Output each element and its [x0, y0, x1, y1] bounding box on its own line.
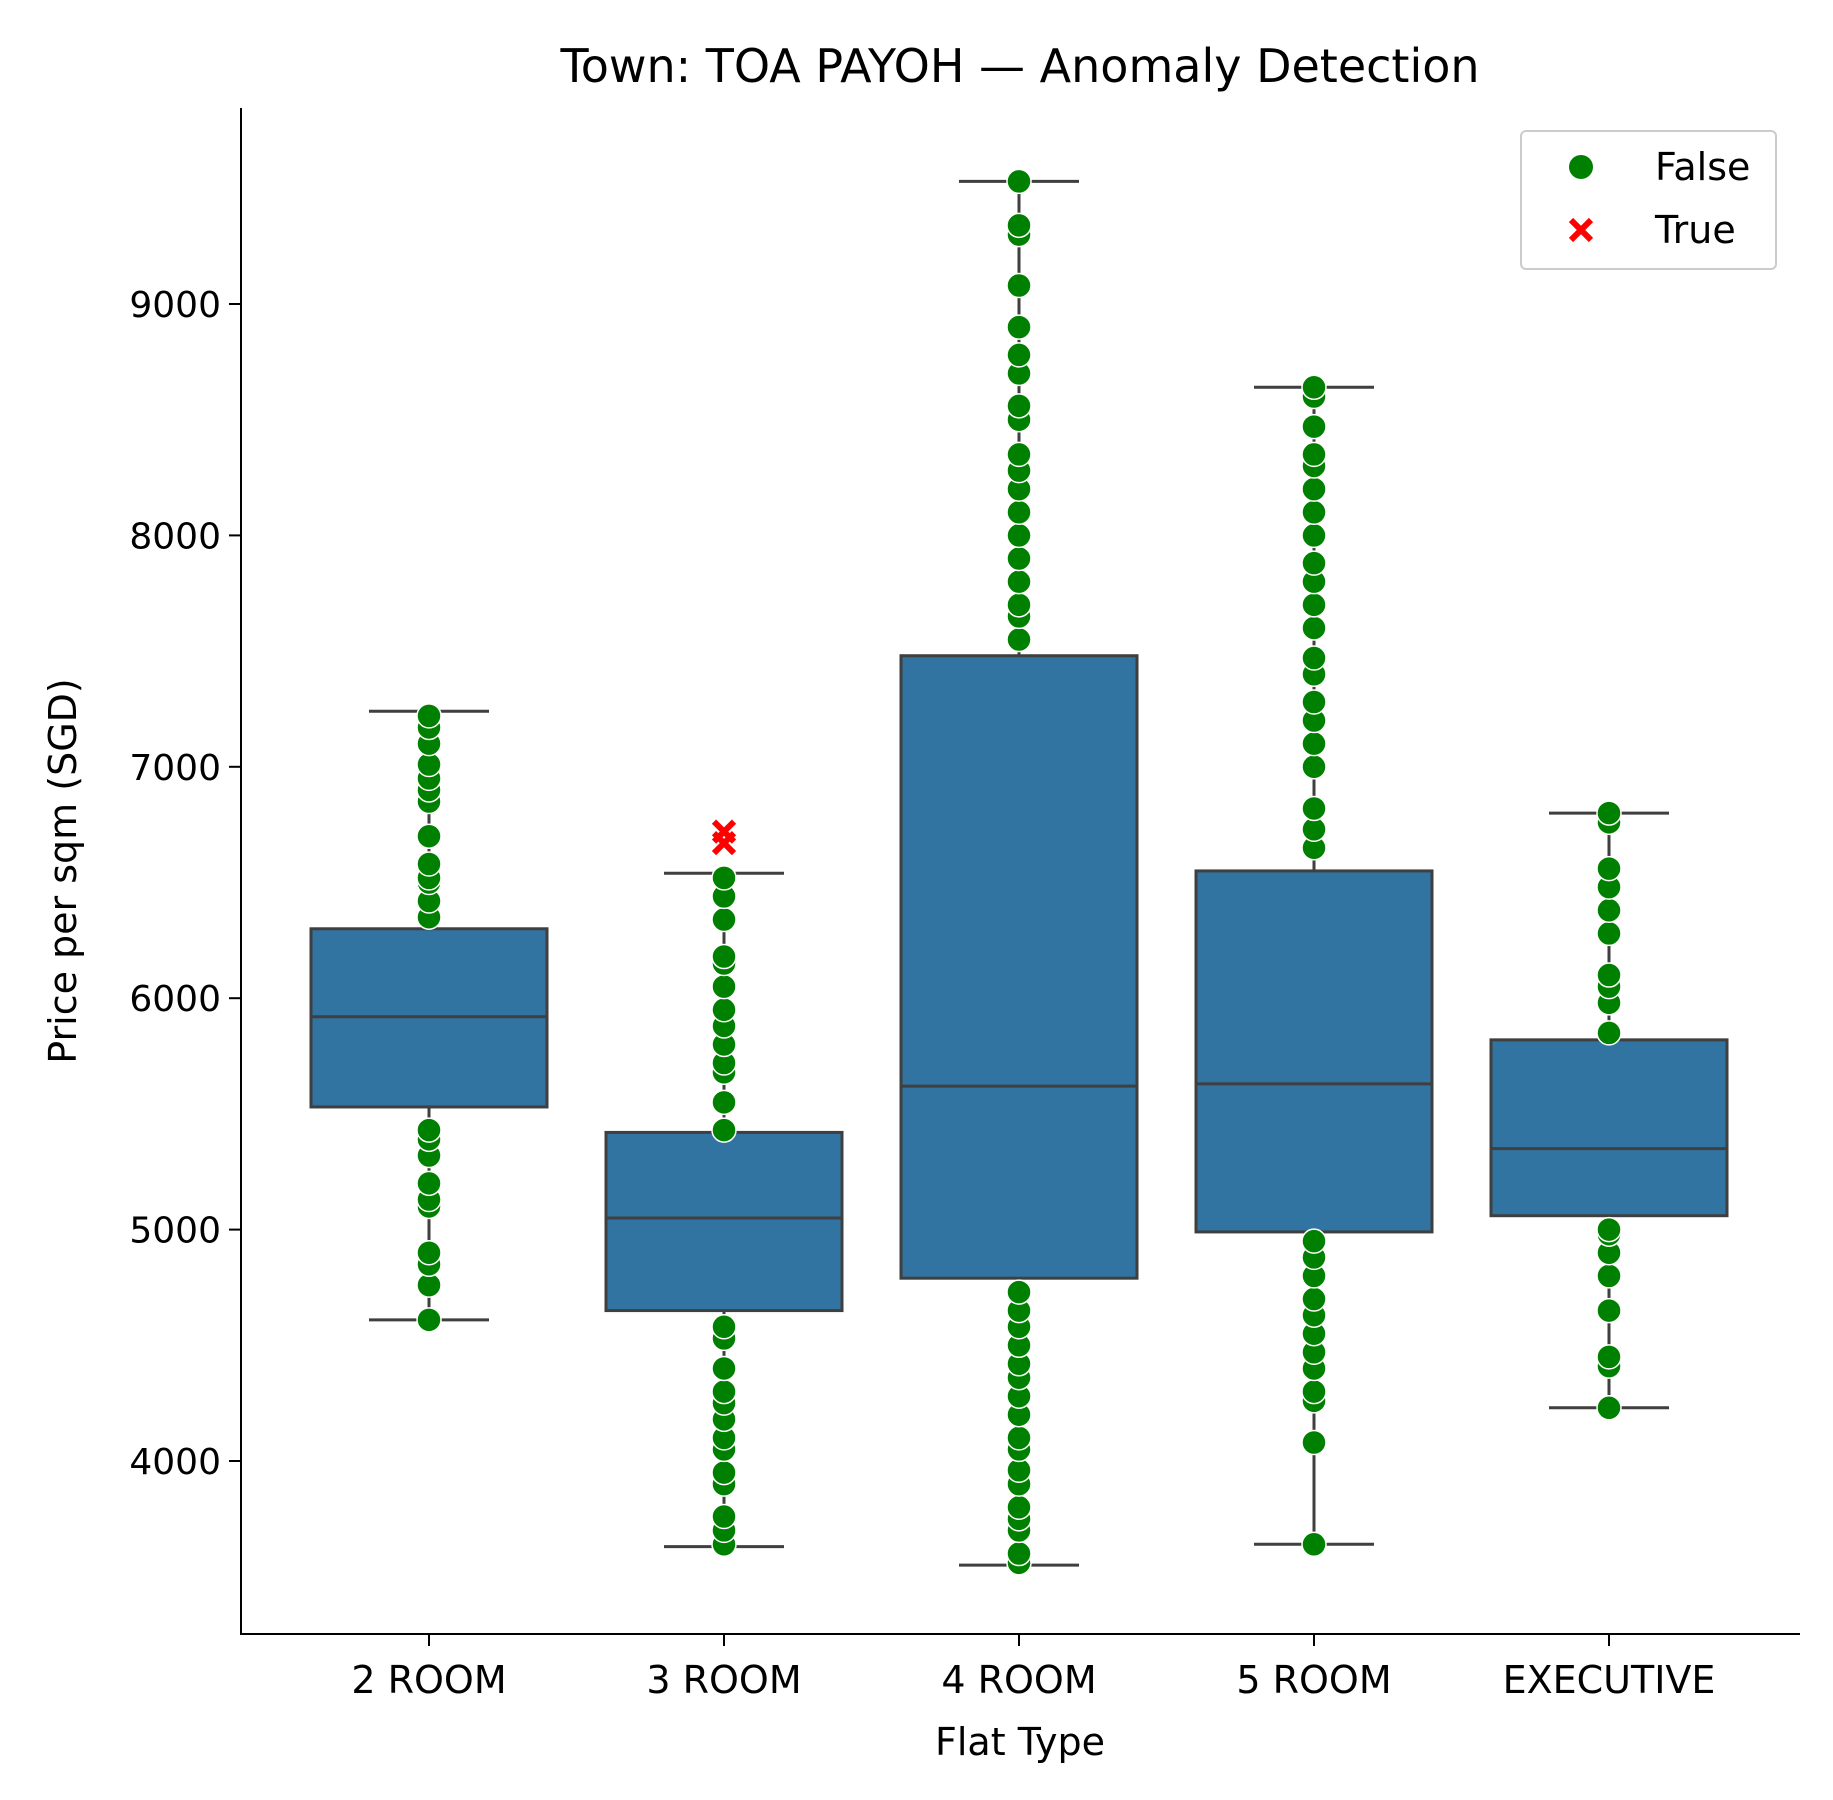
point-normal — [416, 703, 442, 729]
point-normal — [1006, 212, 1032, 239]
y-tick-label: 9000 — [129, 285, 221, 326]
point-normal — [1301, 476, 1327, 502]
x-ticks: 2 ROOM 3 ROOM 4 ROOM 5 ROOM EXECUTIVE — [351, 1634, 1715, 1702]
legend-false-marker — [1569, 155, 1593, 179]
point-normal — [711, 1314, 737, 1340]
point-normal — [1596, 1297, 1622, 1324]
point-normal — [1006, 168, 1032, 195]
point-normal — [711, 1459, 737, 1486]
point-normal — [416, 1117, 442, 1143]
point-normal — [1006, 568, 1032, 595]
legend-false-label: False — [1655, 145, 1750, 189]
points-layer — [416, 168, 1622, 1576]
chart-title: Town: TOA PAYOH — Anomaly Detection — [559, 39, 1479, 93]
point-normal — [1301, 522, 1327, 549]
box-group — [1194, 385, 1434, 1546]
point-normal — [1301, 730, 1327, 757]
point-normal — [1596, 962, 1622, 988]
point-normal — [1301, 1228, 1327, 1254]
point-anomaly — [711, 819, 737, 844]
point-normal — [1006, 626, 1032, 653]
point-normal — [711, 1378, 737, 1405]
point-normal — [1301, 1286, 1327, 1312]
point-normal — [1301, 615, 1327, 641]
point-normal — [1301, 795, 1327, 822]
point-normal — [711, 906, 737, 933]
point-normal — [1006, 1494, 1032, 1521]
legend-true-label: True — [1654, 208, 1736, 252]
y-axis-label: Price per sqm (SGD) — [41, 678, 85, 1063]
point-normal — [416, 1307, 442, 1333]
point-normal — [1006, 314, 1032, 340]
x-tick-label: 2 ROOM — [351, 1658, 506, 1702]
point-normal — [1596, 1344, 1622, 1370]
point-normal — [711, 865, 737, 891]
legend-true-marker — [1568, 217, 1594, 243]
point-normal — [1006, 592, 1032, 618]
point-normal — [1006, 545, 1032, 572]
point-normal — [1596, 1216, 1622, 1243]
box — [899, 654, 1139, 1280]
point-normal — [1301, 413, 1327, 440]
point-normal — [1301, 441, 1327, 468]
point-normal — [1596, 855, 1622, 882]
point-normal — [416, 823, 442, 849]
point-normal — [711, 1089, 737, 1116]
y-tick-label: 5000 — [129, 1211, 221, 1252]
box — [1489, 1038, 1729, 1218]
point-normal — [711, 1117, 737, 1143]
point-normal — [1301, 1429, 1327, 1456]
box — [1194, 869, 1434, 1234]
point-normal — [1006, 441, 1032, 468]
point-normal — [1006, 499, 1032, 526]
point-normal — [1301, 1531, 1327, 1558]
point-normal — [416, 1239, 442, 1266]
point-normal — [1006, 1425, 1032, 1451]
point-normal — [1301, 754, 1327, 780]
point-normal — [1301, 1378, 1327, 1405]
box — [604, 1130, 844, 1313]
x-tick-label: 4 ROOM — [941, 1658, 1096, 1702]
point-normal — [416, 1170, 442, 1197]
point-normal — [711, 943, 737, 970]
point-normal — [1006, 1540, 1032, 1567]
y-tick-label: 4000 — [129, 1442, 221, 1483]
point-normal — [1301, 689, 1327, 715]
point-normal — [1301, 550, 1327, 576]
point-normal — [1596, 920, 1622, 947]
point-normal — [1301, 499, 1327, 526]
y-tick-label: 7000 — [129, 748, 221, 789]
y-tick-label: 6000 — [129, 979, 221, 1020]
y-tick-label: 8000 — [129, 516, 221, 557]
point-normal — [711, 973, 737, 1000]
y-ticks: 4000 5000 6000 7000 8000 9000 — [129, 285, 241, 1483]
point-normal — [1006, 1279, 1032, 1305]
x-tick-label: EXECUTIVE — [1503, 1658, 1716, 1702]
x-tick-label: 5 ROOM — [1236, 1658, 1391, 1702]
point-normal — [1301, 645, 1327, 671]
point-normal — [1006, 393, 1032, 419]
point-normal — [711, 1355, 737, 1382]
x-tick-label: 3 ROOM — [646, 1658, 801, 1702]
point-normal — [1006, 272, 1032, 299]
x-axis-label: Flat Type — [935, 1720, 1105, 1764]
point-normal — [1596, 800, 1622, 826]
point-normal — [711, 997, 737, 1023]
point-normal — [1596, 1020, 1622, 1046]
point-normal — [1006, 522, 1032, 549]
point-normal — [711, 1503, 737, 1530]
point-normal — [416, 851, 442, 877]
legend: False True — [1520, 130, 1777, 270]
point-normal — [1301, 374, 1327, 401]
box-group — [309, 709, 549, 1322]
point-normal — [1596, 897, 1622, 924]
point-normal — [1301, 592, 1327, 618]
point-normal — [1006, 342, 1032, 368]
point-normal — [1596, 1395, 1622, 1421]
box-group — [1489, 811, 1729, 1410]
point-normal — [1596, 1263, 1622, 1289]
